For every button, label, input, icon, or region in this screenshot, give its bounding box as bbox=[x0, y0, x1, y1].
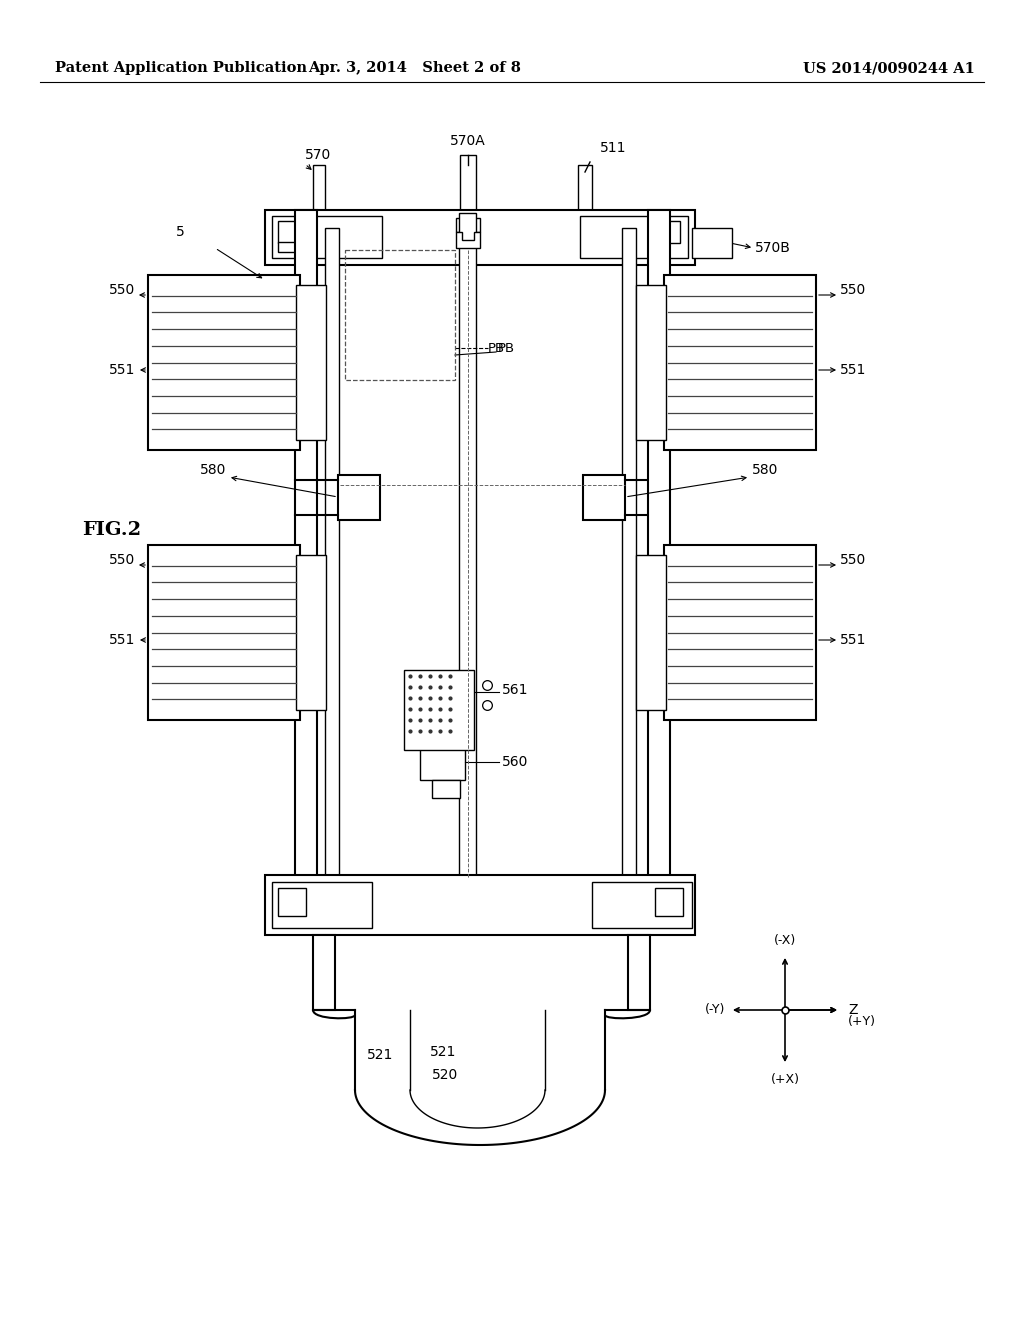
Text: 580: 580 bbox=[200, 463, 226, 477]
Text: 550: 550 bbox=[109, 282, 135, 297]
Bar bbox=[580, 216, 688, 257]
Text: 551: 551 bbox=[840, 363, 866, 378]
Bar bbox=[265, 210, 695, 265]
Text: 550: 550 bbox=[840, 282, 866, 297]
Bar bbox=[295, 210, 317, 895]
Bar bbox=[578, 165, 592, 215]
Text: FIG.2: FIG.2 bbox=[83, 521, 141, 539]
Bar bbox=[622, 228, 636, 878]
Text: Z: Z bbox=[848, 1003, 857, 1016]
Polygon shape bbox=[456, 232, 480, 248]
Text: (-X): (-X) bbox=[774, 935, 796, 946]
Bar bbox=[265, 875, 695, 935]
Bar bbox=[636, 554, 666, 710]
Text: PB: PB bbox=[498, 342, 515, 355]
Bar bbox=[296, 246, 308, 252]
Bar bbox=[404, 671, 474, 750]
Bar bbox=[313, 165, 325, 215]
Bar bbox=[592, 882, 692, 928]
Bar bbox=[692, 228, 732, 257]
Text: 550: 550 bbox=[840, 553, 866, 568]
Bar bbox=[272, 882, 372, 928]
Text: Apr. 3, 2014   Sheet 2 of 8: Apr. 3, 2014 Sheet 2 of 8 bbox=[308, 61, 521, 75]
Bar bbox=[636, 285, 666, 440]
Text: 551: 551 bbox=[109, 363, 135, 378]
Text: 551: 551 bbox=[840, 634, 866, 647]
Text: 521: 521 bbox=[367, 1048, 393, 1063]
Bar bbox=[655, 888, 683, 916]
Bar bbox=[460, 154, 476, 213]
Text: PB: PB bbox=[488, 342, 505, 355]
Bar bbox=[278, 220, 308, 243]
Text: 521: 521 bbox=[430, 1045, 457, 1059]
Text: US 2014/0090244 A1: US 2014/0090244 A1 bbox=[803, 61, 975, 75]
Bar bbox=[313, 935, 335, 1010]
Bar bbox=[432, 780, 460, 799]
Text: 570B: 570B bbox=[755, 242, 791, 255]
Text: 570: 570 bbox=[305, 148, 331, 162]
Text: (+Y): (+Y) bbox=[848, 1015, 876, 1028]
Bar bbox=[648, 210, 670, 895]
Bar bbox=[148, 545, 300, 719]
Text: Patent Application Publication: Patent Application Publication bbox=[55, 61, 307, 75]
Bar bbox=[345, 249, 455, 380]
Bar bbox=[278, 242, 296, 252]
Text: 551: 551 bbox=[109, 634, 135, 647]
Bar bbox=[456, 218, 480, 232]
Text: 561: 561 bbox=[502, 682, 528, 697]
Bar bbox=[325, 228, 339, 878]
Bar bbox=[462, 248, 474, 267]
Text: 520: 520 bbox=[432, 1068, 458, 1082]
Bar bbox=[272, 216, 382, 257]
Text: 580: 580 bbox=[752, 463, 778, 477]
Bar bbox=[148, 275, 300, 450]
Bar bbox=[650, 220, 680, 243]
Text: 511: 511 bbox=[600, 141, 627, 154]
Text: 570A: 570A bbox=[451, 135, 485, 148]
Text: (+X): (+X) bbox=[770, 1073, 800, 1086]
Bar bbox=[583, 475, 625, 520]
Text: (-Y): (-Y) bbox=[705, 1003, 725, 1016]
Bar bbox=[296, 554, 326, 710]
Bar bbox=[664, 545, 816, 719]
Bar bbox=[278, 888, 306, 916]
Bar bbox=[420, 748, 465, 780]
Text: 550: 550 bbox=[109, 553, 135, 568]
Bar bbox=[296, 285, 326, 440]
Bar bbox=[628, 935, 650, 1010]
Text: 5: 5 bbox=[176, 224, 185, 239]
Bar bbox=[338, 475, 380, 520]
Text: 560: 560 bbox=[502, 755, 528, 770]
Bar bbox=[459, 213, 476, 883]
Bar bbox=[664, 275, 816, 450]
